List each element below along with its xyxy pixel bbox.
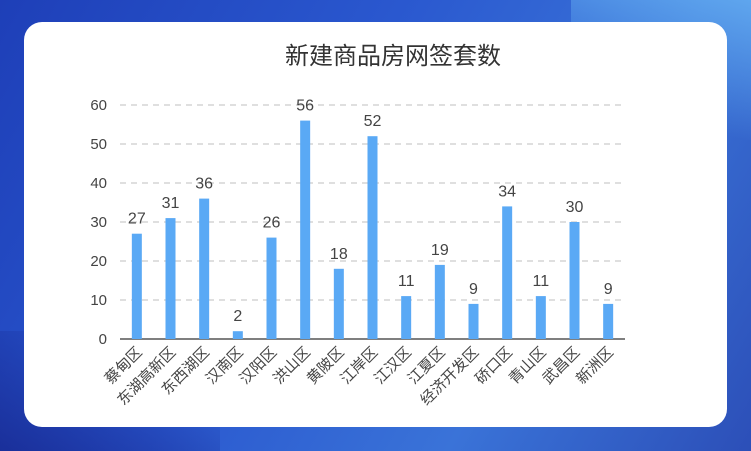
x-tick-label: 黄陂区 — [304, 344, 348, 388]
x-tick-label: 江汉区 — [371, 344, 415, 388]
bar — [502, 206, 513, 339]
y-tick-label: 50 — [90, 136, 107, 153]
bar — [266, 237, 277, 339]
bar — [603, 303, 614, 339]
bar — [165, 218, 176, 339]
data-label: 9 — [604, 281, 613, 298]
x-axis-ticks: 蔡甸区东湖高新区东西湖区汉南区汉阳区洪山区黄陂区江岸区江汉区江夏区经济开发区硚口… — [102, 344, 617, 409]
bar — [401, 296, 412, 339]
data-label: 2 — [233, 308, 242, 325]
data-label: 34 — [498, 183, 516, 200]
x-tick-label: 江岸区 — [337, 344, 381, 388]
data-labels: 27 31 36 2 26 56 18 52 11 19 9 34 11 30 9 — [128, 98, 613, 326]
data-label: 36 — [195, 176, 213, 193]
x-tick-label: 汉南区 — [203, 344, 247, 388]
x-tick-label: 汉阳区 — [236, 344, 280, 388]
y-tick-label: 60 — [90, 97, 107, 114]
data-label: 9 — [469, 281, 478, 298]
y-tick-label: 20 — [90, 253, 107, 270]
y-tick-label: 40 — [90, 175, 107, 192]
x-tick-label: 硚口区 — [472, 344, 516, 388]
bar — [468, 303, 479, 339]
data-label: 19 — [431, 242, 449, 259]
chart-title: 新建商品房网签套数 — [285, 43, 501, 70]
bar — [434, 264, 445, 339]
data-label: 56 — [296, 98, 314, 115]
bar — [367, 136, 378, 339]
x-tick-label: 青山区 — [506, 344, 550, 388]
bar — [300, 120, 311, 339]
data-label: 52 — [364, 113, 382, 130]
data-label: 18 — [330, 246, 348, 263]
bar — [131, 233, 142, 339]
y-axis-ticks: 0 10 20 30 40 50 60 — [90, 97, 107, 348]
y-tick-label: 10 — [90, 292, 107, 309]
bar — [569, 222, 580, 339]
data-label: 11 — [398, 273, 415, 290]
data-label: 31 — [162, 195, 180, 212]
x-tick-label: 新洲区 — [573, 344, 617, 388]
y-tick-label: 30 — [90, 214, 107, 231]
x-tick-label: 洪山区 — [270, 344, 314, 388]
data-label: 27 — [128, 211, 146, 228]
x-tick-label: 武昌区 — [539, 344, 583, 388]
y-tick-label: 0 — [99, 331, 107, 348]
bar — [535, 296, 546, 339]
data-label: 26 — [263, 215, 281, 232]
data-label: 30 — [566, 199, 584, 216]
bar — [199, 198, 210, 339]
data-label: 11 — [533, 273, 550, 290]
bar — [232, 331, 243, 339]
bars — [131, 120, 614, 339]
bar — [333, 268, 344, 339]
